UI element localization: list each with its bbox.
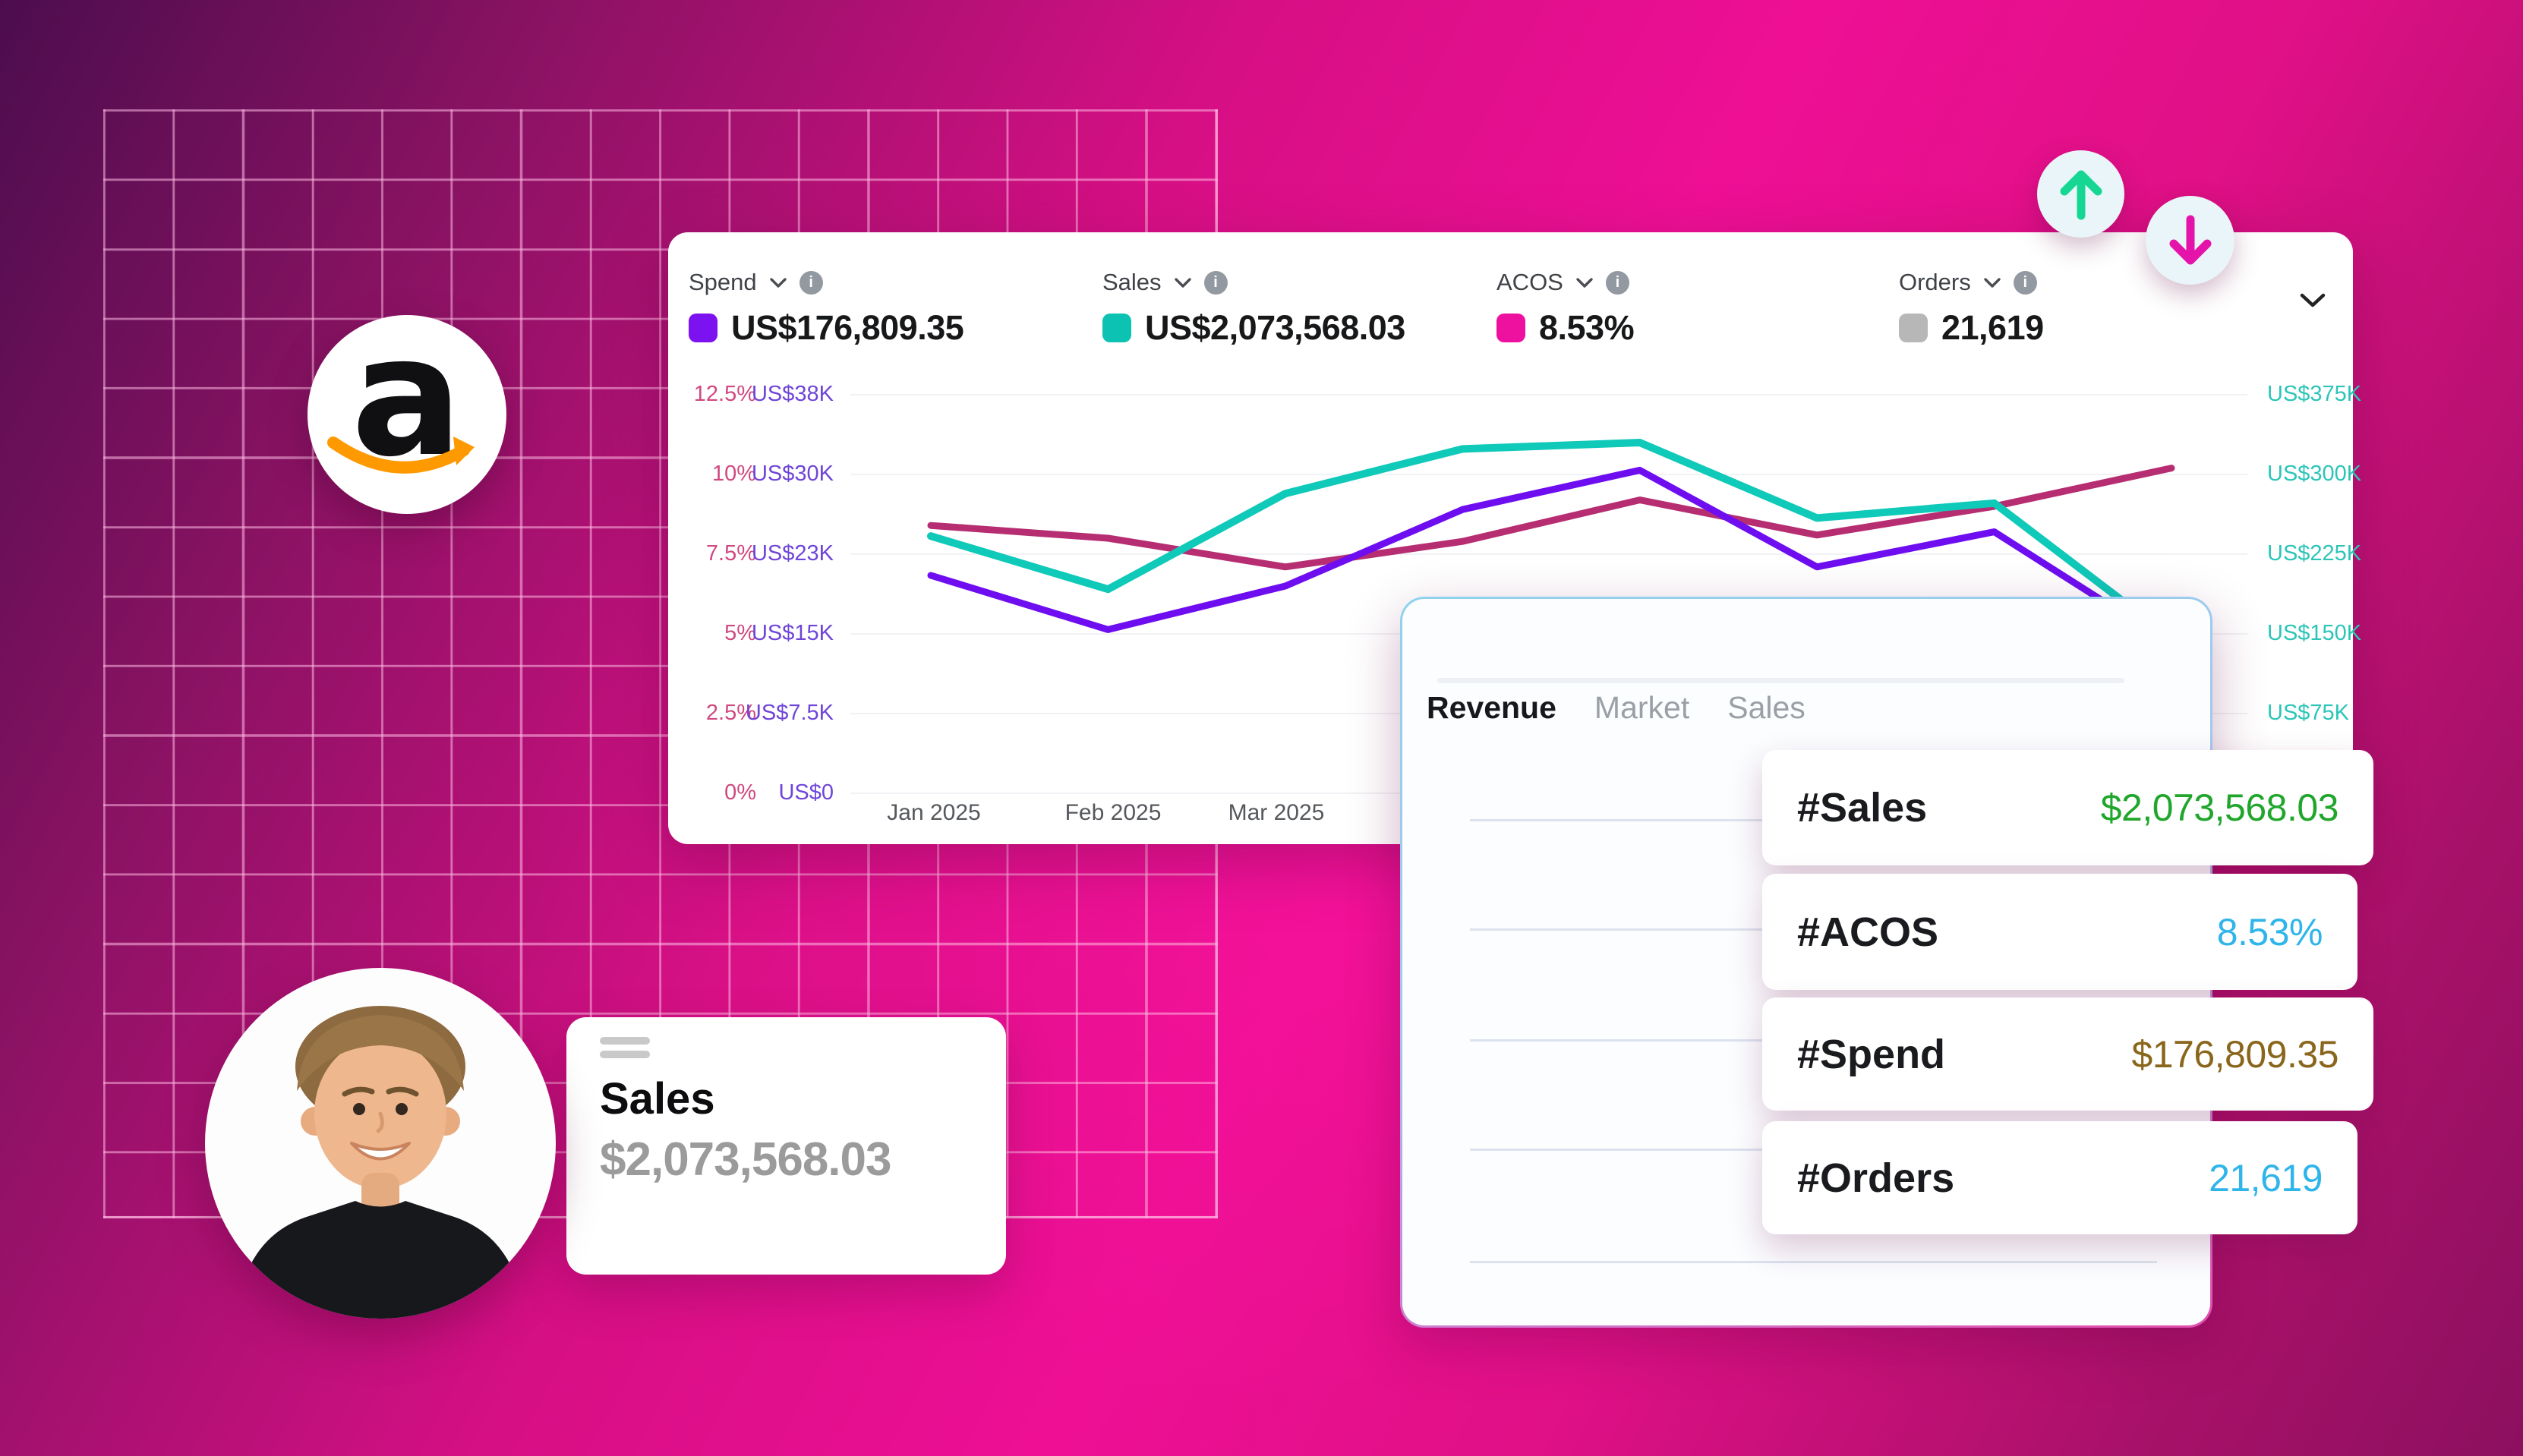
tab-sales[interactable]: Sales xyxy=(1727,690,1806,725)
sales-card-title: Sales xyxy=(600,1074,715,1124)
panel-tabs: Revenue Market Sales xyxy=(1427,690,1806,726)
x-axis-tick: Jan 2025 xyxy=(887,800,981,825)
person-illustration xyxy=(235,1006,525,1319)
metric-sales-selector[interactable]: Sales xyxy=(1102,269,1162,295)
chip-sales-label: #Sales xyxy=(1797,785,1928,830)
arrow-up-badge xyxy=(2037,150,2124,238)
y-axis-right-tick: US$150K xyxy=(2267,621,2362,645)
metric-spend: Spend i US$176,809.35 xyxy=(689,269,964,348)
y-axis-usd-tick: US$7.5K xyxy=(745,701,834,725)
chevron-down-icon[interactable] xyxy=(769,277,787,288)
x-axis-tick: Feb 2025 xyxy=(1064,800,1162,825)
y-axis-usd-tick: US$15K xyxy=(751,621,834,645)
y-axis-pct-tick: 7.5% xyxy=(705,541,756,566)
y-axis-right-tick: US$75K xyxy=(2267,701,2350,725)
chip-acos-value: 8.53% xyxy=(2216,910,2323,953)
y-axis-pct-tick: 2.5% xyxy=(705,701,756,725)
sales-swatch xyxy=(1102,314,1131,342)
chip-sales: #Sales $2,073,568.03 xyxy=(1762,750,2373,865)
y-axis-pct-tick: 0% xyxy=(724,780,756,805)
collapse-chevron-icon[interactable] xyxy=(2298,292,2328,310)
amazon-logo: a xyxy=(307,301,506,514)
orders-value: 21,619 xyxy=(1941,308,2044,347)
y-axis-right-tick: US$300K xyxy=(2267,462,2362,486)
skeleton-bar xyxy=(1437,678,2124,683)
sales-card-value: $2,073,568.03 xyxy=(600,1133,891,1186)
y-axis-right-tick: US$225K xyxy=(2267,541,2362,566)
sales-value: US$2,073,568.03 xyxy=(1145,308,1405,347)
info-icon[interactable]: i xyxy=(1605,270,1629,295)
chip-acos-label: #ACOS xyxy=(1797,909,1939,955)
metric-acos: ACOS i 8.53% xyxy=(1496,269,1635,348)
skeleton-row-line xyxy=(1470,1261,2157,1263)
acos-value: 8.53% xyxy=(1539,308,1635,347)
avatar xyxy=(205,968,556,1319)
arrow-down-badge xyxy=(2146,196,2234,285)
y-axis-usd-tick: US$30K xyxy=(751,462,834,486)
drag-handle-icon xyxy=(600,1037,650,1064)
info-icon[interactable]: i xyxy=(1203,270,1228,295)
metric-orders-selector[interactable]: Orders xyxy=(1899,269,1971,295)
y-axis-usd-tick: US$0 xyxy=(778,780,834,805)
y-axis-right-tick: US$375K xyxy=(2267,382,2362,406)
y-axis-usd-tick: US$23K xyxy=(751,541,834,566)
spend-value: US$176,809.35 xyxy=(731,308,964,347)
chip-acos: #ACOS 8.53% xyxy=(1762,874,2357,990)
amazon-smile-icon xyxy=(327,436,475,474)
metric-acos-selector[interactable]: ACOS xyxy=(1496,269,1563,295)
metric-sales: Sales i US$2,073,568.03 xyxy=(1102,269,1405,348)
chip-orders-label: #Orders xyxy=(1797,1155,1955,1201)
chip-orders-value: 21,619 xyxy=(2209,1156,2323,1199)
x-axis-tick: Mar 2025 xyxy=(1228,800,1325,825)
chip-spend-value: $176,809.35 xyxy=(2131,1032,2339,1076)
metric-spend-selector[interactable]: Spend xyxy=(689,269,757,295)
chip-spend-label: #Spend xyxy=(1797,1031,1946,1077)
y-axis-pct-tick: 10% xyxy=(711,462,756,486)
sales-summary-card: Sales $2,073,568.03 xyxy=(566,1017,1006,1275)
chip-orders: #Orders 21,619 xyxy=(1762,1121,2357,1234)
chevron-down-icon[interactable] xyxy=(1174,277,1192,288)
info-icon[interactable]: i xyxy=(2013,270,2037,295)
chip-sales-value: $2,073,568.03 xyxy=(2100,786,2339,829)
y-axis-pct-tick: 5% xyxy=(724,621,756,645)
arrow-up-icon xyxy=(2060,170,2102,219)
chevron-down-icon[interactable] xyxy=(1575,277,1594,288)
tab-market[interactable]: Market xyxy=(1594,690,1690,725)
tab-revenue[interactable]: Revenue xyxy=(1427,690,1556,725)
arrow-down-icon xyxy=(2169,215,2211,264)
metric-orders: Orders i 21,619 xyxy=(1899,269,2044,348)
info-icon[interactable]: i xyxy=(799,270,823,295)
orders-swatch xyxy=(1899,314,1928,342)
spend-swatch xyxy=(689,314,717,342)
y-axis-usd-tick: US$38K xyxy=(751,382,834,406)
chip-spend: #Spend $176,809.35 xyxy=(1762,997,2373,1111)
y-axis-pct-tick: 12.5% xyxy=(693,382,756,406)
chevron-down-icon[interactable] xyxy=(1983,277,2001,288)
acos-swatch xyxy=(1496,314,1525,342)
